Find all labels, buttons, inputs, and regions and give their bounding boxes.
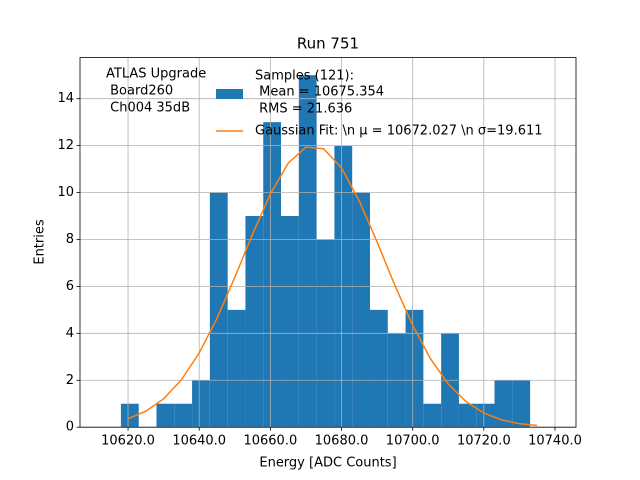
bar [476,403,495,428]
y-tick-label: 10 [57,185,74,200]
bar [281,216,299,428]
legend-label: RMS = 21.636 [255,102,352,117]
legend-swatch [216,89,243,99]
y-tick-label: 4 [66,326,74,341]
legend-label: Samples (121): [255,69,354,84]
x-tick-label: 10700.0 [386,434,440,449]
bar [227,309,246,428]
x-tick-label: 10620.0 [101,434,155,449]
bar [298,75,317,428]
chart-title: Run 751 [297,35,359,53]
y-axis-label: Entries [33,219,48,265]
y-tick-label: 2 [66,373,74,388]
x-tick-label: 10640.0 [172,434,226,449]
bar [120,403,139,428]
bar [192,380,210,428]
bar [263,122,282,428]
legend-label: Mean = 10675.354 [255,85,384,100]
y-tick-label: 6 [66,279,74,294]
fit-line [127,146,538,427]
annotation: Ch004 35dB [106,101,190,116]
x-tick-label: 10720.0 [457,434,511,449]
bar [423,403,442,428]
bar [405,309,424,428]
bar [458,403,477,428]
bar [352,192,370,428]
x-tick-label: 10660.0 [243,434,297,449]
x-tick-label: 10740.0 [528,434,582,449]
bar [174,403,193,428]
bar [494,380,513,428]
bar [156,403,175,428]
bar [245,216,264,428]
bar [209,192,228,428]
y-tick-label: 14 [57,91,74,106]
y-tick-label: 8 [66,232,74,247]
x-tick-label: 10680.0 [315,434,369,449]
y-tick-label: 0 [66,420,74,435]
bar [512,380,531,428]
annotation: ATLAS Upgrade [106,67,206,82]
annotation: Board260 [106,84,173,99]
x-axis-label: Energy [ADC Counts] [259,456,396,471]
y-tick-label: 12 [57,138,74,153]
bar [369,309,388,428]
legend-label: Gaussian Fit: \n μ = 10672.027 \n σ=19.6… [255,124,543,139]
plot-frame [79,57,577,428]
